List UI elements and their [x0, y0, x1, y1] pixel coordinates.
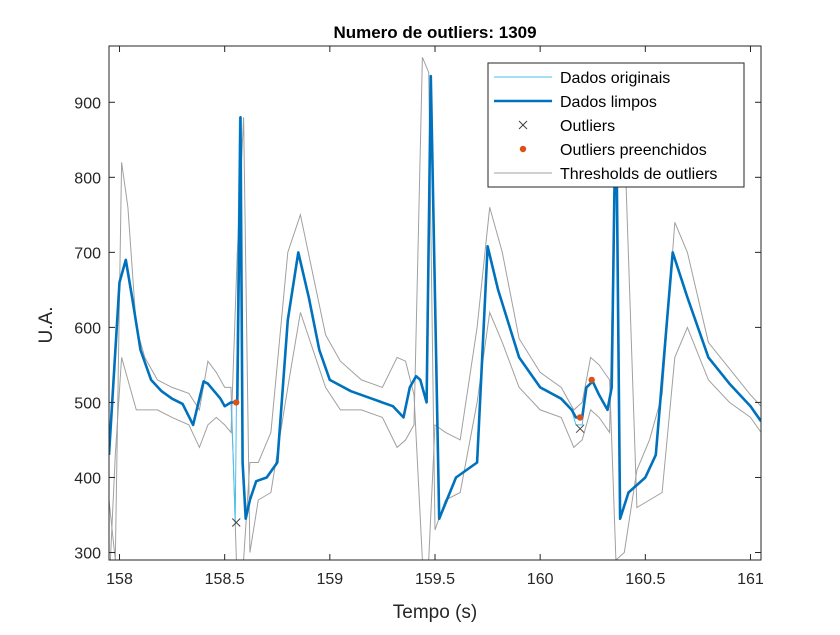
- y-tick-label: 300: [74, 545, 101, 562]
- legend-entry: Outliers preenchidos: [519, 142, 707, 159]
- y-tick-label: 600: [74, 320, 101, 337]
- y-tick-label: 800: [74, 170, 101, 187]
- axis-ticks: 158 158.5 159 159.5 160 160.5 161 300 400 500 600 7…: [74, 46, 764, 588]
- y-axis-label: U.A.: [36, 307, 57, 344]
- legend: Dados originais Dados limpos Outliers Outli…: [487, 62, 745, 188]
- y-tick-label: 900: [74, 95, 101, 112]
- legend-swatch: [518, 120, 528, 130]
- x-axis-label: Tempo (s): [393, 602, 477, 623]
- legend-label: Thresholds de outliers: [560, 166, 717, 183]
- outlier-marker: [231, 518, 241, 527]
- legend-label: Dados limpos: [560, 94, 657, 111]
- y-tick-label: 400: [74, 470, 101, 487]
- series-layer: [109, 57, 761, 560]
- filled-outlier-point: [233, 399, 240, 406]
- y-tick-label: 500: [74, 395, 101, 412]
- clean-data-line: [109, 74, 761, 521]
- y-tick-label: 700: [74, 245, 101, 262]
- legend-entry: Thresholds de outliers: [494, 166, 717, 183]
- x-tick-label: 159.5: [415, 571, 455, 588]
- filled-outlier-point: [588, 376, 595, 384]
- x-tick-label: 160.5: [625, 571, 665, 588]
- x-tick-label: 158.5: [205, 571, 245, 588]
- x-tick-label: 158: [106, 571, 133, 588]
- x-tick-label: 160: [527, 571, 554, 588]
- chart-title: Numero de outliers: 1309: [333, 23, 536, 42]
- legend-entry: Dados limpos: [494, 94, 657, 111]
- x-tick-label: 161: [737, 571, 764, 588]
- filled-outlier-point: [576, 414, 584, 421]
- legend-entry: Outliers: [518, 118, 615, 135]
- legend-box: [487, 62, 745, 188]
- legend-label: Dados originais: [560, 70, 670, 87]
- threshold-upper-line: [109, 162, 761, 560]
- legend-entry: Dados originais: [494, 70, 670, 87]
- legend-label: Outliers: [560, 118, 615, 135]
- outlier-marker: [575, 424, 585, 434]
- x-tick-label: 159: [316, 571, 343, 588]
- legend-label: Outliers preenchidos: [560, 142, 707, 159]
- legend-swatch: [519, 145, 527, 153]
